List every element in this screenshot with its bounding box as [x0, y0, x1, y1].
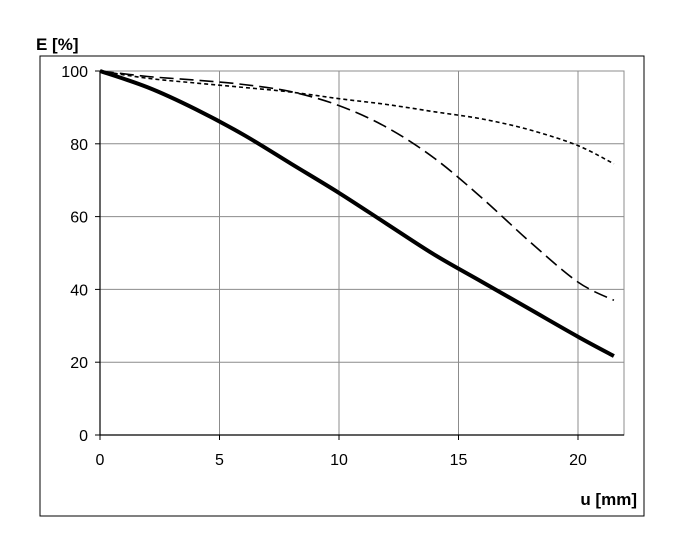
- grid: [99, 70, 625, 436]
- x-tick-label: 20: [569, 452, 587, 469]
- axes: [95, 70, 624, 440]
- x-tick-label: 15: [450, 452, 468, 469]
- series-layer: [99, 69, 615, 358]
- x-axis-title: u [mm]: [580, 490, 637, 509]
- y-tick-label: 80: [70, 137, 88, 154]
- y-tick-label: 40: [70, 282, 88, 299]
- tick-labels: 0 20 40 60 80 100 0 5 10 15 20: [61, 64, 587, 469]
- x-tick-label: 0: [96, 452, 105, 469]
- x-tick-label: 5: [215, 452, 224, 469]
- chart-frame: [39, 55, 645, 517]
- plot-area: [99, 70, 625, 436]
- y-tick-label: 60: [70, 210, 88, 227]
- series-line-3: [99, 70, 615, 165]
- x-tick-label: 10: [330, 452, 348, 469]
- y-tick-label: 0: [79, 428, 88, 445]
- series-line-2: [99, 70, 615, 302]
- y-tick-label: 100: [61, 64, 88, 81]
- series-line-1: [99, 69, 615, 358]
- y-tick-label: 20: [70, 355, 88, 372]
- y-axis-title: E [%]: [36, 35, 79, 54]
